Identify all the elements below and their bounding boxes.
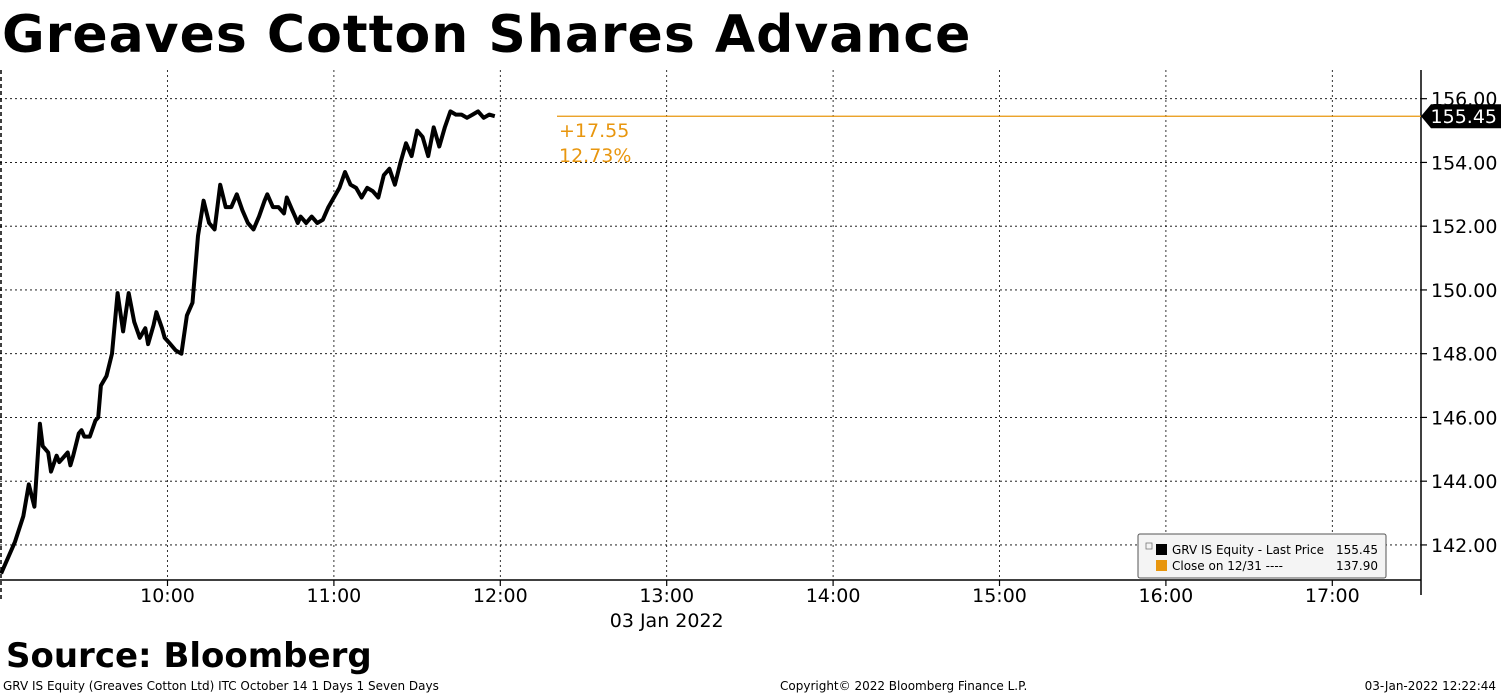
y-tick-label: 152.00 — [1431, 216, 1497, 238]
legend-swatch — [1156, 544, 1167, 555]
legend-box — [1137, 533, 1387, 579]
footer-security-info: GRV IS Equity (Greaves Cotton Ltd) ITC O… — [3, 679, 439, 693]
y-tick-label: 146.00 — [1431, 407, 1497, 429]
chart-title: Greaves Cotton Shares Advance — [2, 5, 972, 65]
source-label: Source: Bloomberg — [6, 636, 372, 676]
change-absolute: +17.55 — [559, 120, 629, 142]
date-label: 03 Jan 2022 — [610, 610, 724, 632]
legend-swatch — [1156, 560, 1167, 571]
x-tick-label: 11:00 — [307, 585, 362, 607]
legend: GRV IS Equity - Last Price 155.45 Close on… — [1137, 533, 1387, 579]
last-price-tag — [1421, 104, 1501, 129]
y-tick-label: 150.00 — [1431, 280, 1497, 302]
series-layer — [0, 109, 1421, 575]
y-tick-label: 148.00 — [1431, 344, 1497, 366]
legend-value: 137.90 — [1336, 559, 1378, 573]
legend-label: Close on 12/31 ---- — [1172, 559, 1283, 573]
x-tick-label: 12:00 — [473, 585, 528, 607]
change-percent: 12.73% — [559, 145, 631, 167]
y-tick-label: 142.00 — [1431, 535, 1497, 557]
y-axis-ticks: 142.00 144.00 146.00 148.00 150.00 152.00 154.… — [1421, 89, 1497, 557]
price-line — [0, 109, 496, 575]
legend-collapse-icon — [1145, 542, 1153, 550]
legend-label: GRV IS Equity - Last Price — [1172, 543, 1324, 557]
annotations: +17.55 12.73% 155.45 — [559, 104, 1501, 167]
x-tick-label: 17:00 — [1305, 585, 1360, 607]
x-axis-ticks: 10:00 11:00 12:00 13:00 14:00 15:00 16:00 17:00… — [140, 580, 1360, 632]
chart-grid — [0, 70, 1421, 580]
last-price-tag-label: 155.45 — [1431, 106, 1497, 128]
x-tick-label: 13:00 — [639, 585, 694, 607]
x-tick-label: 14:00 — [806, 585, 861, 607]
y-tick-label: 144.00 — [1431, 471, 1497, 493]
footer-copyright: Copyright© 2022 Bloomberg Finance L.P. — [780, 679, 1028, 693]
footer-timestamp: 03-Jan-2022 12:22:44 — [1364, 679, 1496, 693]
x-tick-label: 10:00 — [140, 585, 195, 607]
legend-value: 155.45 — [1336, 543, 1378, 557]
chart-axes — [0, 70, 1422, 600]
y-tick-label: 154.00 — [1431, 152, 1497, 174]
x-tick-label: 16:00 — [1139, 585, 1194, 607]
x-tick-label: 15:00 — [972, 585, 1027, 607]
